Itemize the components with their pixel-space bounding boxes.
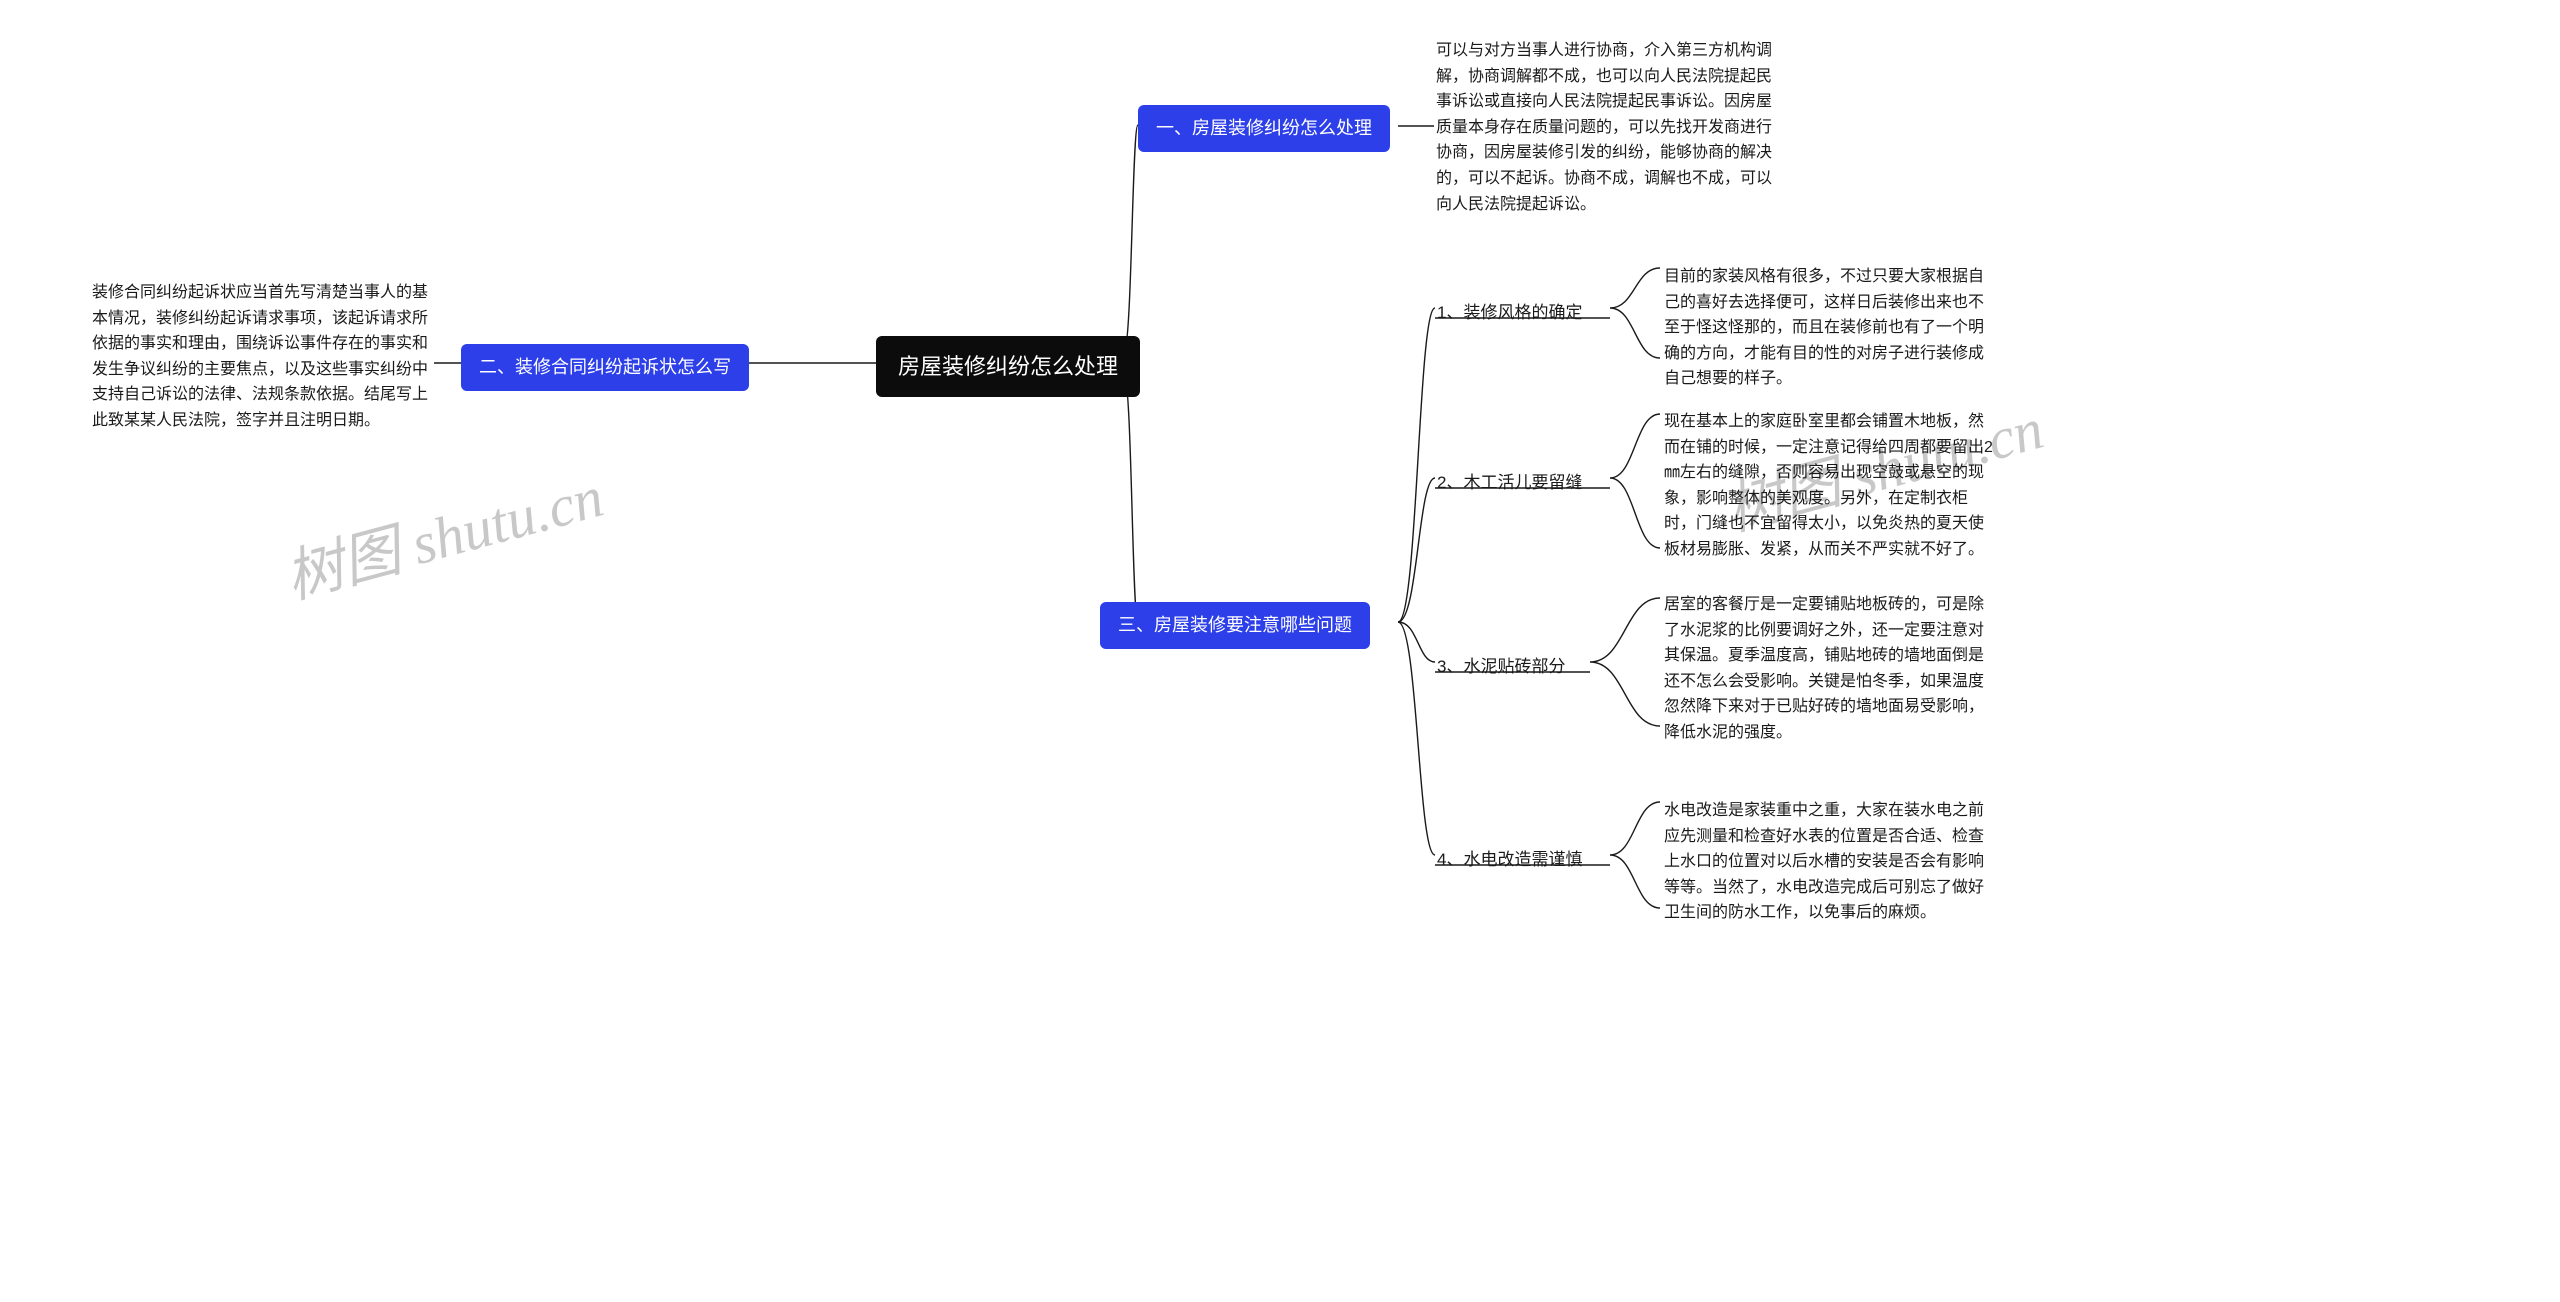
leaf-desc-1: 目前的家装风格有很多，不过只要大家根据自己的喜好去选择便可，这样日后装修出来也不… bbox=[1664, 264, 1994, 392]
leaf-label-4[interactable]: 4、水电改造需谨慎 bbox=[1437, 845, 1582, 870]
leaf-desc-4: 水电改造是家装重中之重，大家在装水电之前应先测量和检查好水表的位置是否合适、检查… bbox=[1664, 798, 1994, 926]
watermark: 树图 shutu.cn bbox=[275, 449, 611, 614]
leaf-label-3[interactable]: 3、水泥贴砖部分 bbox=[1437, 652, 1565, 677]
leaf-desc-2: 现在基本上的家庭卧室里都会铺置木地板，然而在铺的时候，一定注意记得给四周都要留出… bbox=[1664, 409, 1994, 563]
leaf-label-1[interactable]: 1、装修风格的确定 bbox=[1437, 298, 1582, 323]
leaf-label-2[interactable]: 2、木工活儿要留缝 bbox=[1437, 468, 1582, 493]
desc-branch-1: 可以与对方当事人进行协商，介入第三方机构调解，协商调解都不成，也可以向人民法院提… bbox=[1436, 38, 1776, 217]
leaf-desc-3: 居室的客餐厅是一定要铺贴地板砖的，可是除了水泥浆的比例要调好之外，还一定要注意对… bbox=[1664, 592, 1994, 746]
desc-branch-2: 装修合同纠纷起诉状应当首先写清楚当事人的基本情况，装修纠纷起诉请求事项，该起诉请… bbox=[92, 280, 432, 434]
branch-node-3[interactable]: 三、房屋装修要注意哪些问题 bbox=[1100, 602, 1370, 649]
connector-lines bbox=[0, 0, 2560, 1302]
branch-node-2[interactable]: 二、装修合同纠纷起诉状怎么写 bbox=[461, 344, 749, 391]
root-node[interactable]: 房屋装修纠纷怎么处理 bbox=[876, 336, 1140, 397]
branch-node-1[interactable]: 一、房屋装修纠纷怎么处理 bbox=[1138, 105, 1390, 152]
